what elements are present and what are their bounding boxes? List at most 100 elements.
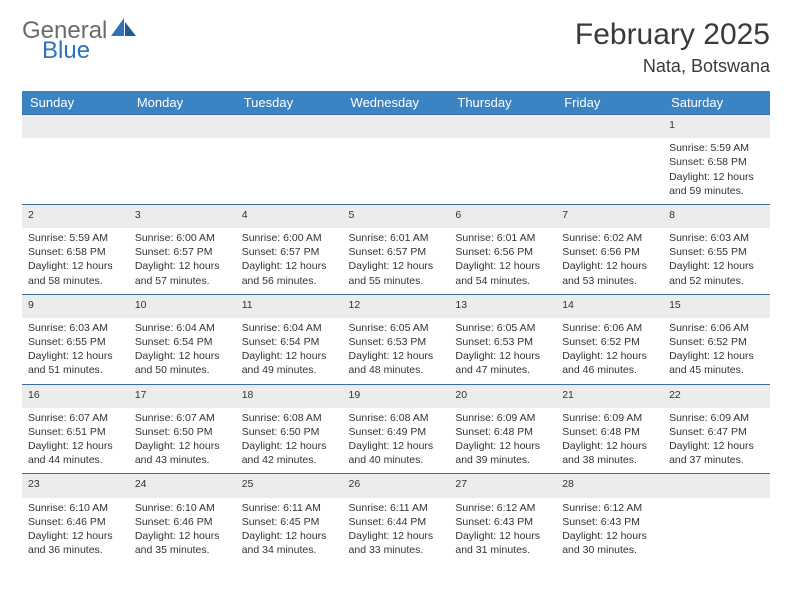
day-number: 6	[449, 204, 556, 228]
sunset-text: Sunset: 6:45 PM	[242, 515, 337, 529]
sunrise-text: Sunrise: 6:10 AM	[135, 501, 230, 515]
daylight-text: Daylight: 12 hours and 37 minutes.	[669, 439, 764, 467]
info-row: Sunrise: 5:59 AMSunset: 6:58 PMDaylight:…	[22, 138, 770, 204]
daynum-row: 1	[22, 115, 770, 139]
sunset-text: Sunset: 6:50 PM	[135, 425, 230, 439]
sunrise-text: Sunrise: 6:03 AM	[28, 321, 123, 335]
sunrise-text: Sunrise: 6:09 AM	[669, 411, 764, 425]
day-cell	[449, 138, 556, 204]
daylight-text: Daylight: 12 hours and 58 minutes.	[28, 259, 123, 287]
sunset-text: Sunset: 6:49 PM	[349, 425, 444, 439]
logo-word-blue: Blue	[42, 39, 137, 63]
day-number: 27	[449, 474, 556, 498]
daylight-text: Daylight: 12 hours and 38 minutes.	[562, 439, 657, 467]
daylight-text: Daylight: 12 hours and 53 minutes.	[562, 259, 657, 287]
daylight-text: Daylight: 12 hours and 45 minutes.	[669, 349, 764, 377]
daylight-text: Daylight: 12 hours and 40 minutes.	[349, 439, 444, 467]
sunset-text: Sunset: 6:55 PM	[669, 245, 764, 259]
daynum-row: 2345678	[22, 204, 770, 228]
daynum-row: 16171819202122	[22, 384, 770, 408]
sunset-text: Sunset: 6:43 PM	[562, 515, 657, 529]
day-header: Wednesday	[343, 91, 450, 115]
day-header: Monday	[129, 91, 236, 115]
day-number: 21	[556, 384, 663, 408]
sunrise-text: Sunrise: 6:06 AM	[562, 321, 657, 335]
sunrise-text: Sunrise: 6:01 AM	[349, 231, 444, 245]
sunrise-text: Sunrise: 6:08 AM	[349, 411, 444, 425]
day-cell: Sunrise: 6:01 AMSunset: 6:57 PMDaylight:…	[343, 228, 450, 294]
sunrise-text: Sunrise: 6:12 AM	[455, 501, 550, 515]
info-row: Sunrise: 5:59 AMSunset: 6:58 PMDaylight:…	[22, 228, 770, 294]
sunset-text: Sunset: 6:54 PM	[242, 335, 337, 349]
daylight-text: Daylight: 12 hours and 44 minutes.	[28, 439, 123, 467]
daylight-text: Daylight: 12 hours and 35 minutes.	[135, 529, 230, 557]
day-number: 25	[236, 474, 343, 498]
daylight-text: Daylight: 12 hours and 59 minutes.	[669, 170, 764, 198]
sunset-text: Sunset: 6:56 PM	[455, 245, 550, 259]
info-row: Sunrise: 6:03 AMSunset: 6:55 PM Daylight:…	[22, 318, 770, 384]
sunrise-text: Sunrise: 6:06 AM	[669, 321, 764, 335]
day-number: 10	[129, 294, 236, 318]
day-header: Saturday	[663, 91, 770, 115]
day-number: 16	[22, 384, 129, 408]
sunrise-text: Sunrise: 6:08 AM	[242, 411, 337, 425]
day-number	[556, 115, 663, 139]
sunset-text: Sunset: 6:52 PM	[669, 335, 764, 349]
sunrise-text: Sunrise: 6:09 AM	[562, 411, 657, 425]
sunrise-text: Sunrise: 6:09 AM	[455, 411, 550, 425]
sunset-text: Sunset: 6:44 PM	[349, 515, 444, 529]
day-number: 13	[449, 294, 556, 318]
day-cell: Sunrise: 6:01 AMSunset: 6:56 PMDaylight:…	[449, 228, 556, 294]
sunrise-text: Sunrise: 6:01 AM	[455, 231, 550, 245]
daylight-text: Daylight: 12 hours and 34 minutes.	[242, 529, 337, 557]
day-cell: Sunrise: 6:06 AMSunset: 6:52 PMDaylight:…	[556, 318, 663, 384]
day-cell: Sunrise: 6:09 AMSunset: 6:48 PMDaylight:…	[556, 408, 663, 474]
daylight-text: Daylight: 12 hours and 43 minutes.	[135, 439, 230, 467]
sunset-text: Sunset: 6:48 PM	[562, 425, 657, 439]
day-number	[129, 115, 236, 139]
sunrise-text: Sunrise: 6:04 AM	[135, 321, 230, 335]
sunrise-text: Sunrise: 6:00 AM	[135, 231, 230, 245]
day-number: 18	[236, 384, 343, 408]
calendar-table: SundayMondayTuesdayWednesdayThursdayFrid…	[22, 91, 770, 563]
sunset-text: Sunset: 6:55 PM	[28, 335, 123, 349]
day-number	[343, 115, 450, 139]
day-number	[449, 115, 556, 139]
day-header: Sunday	[22, 91, 129, 115]
sunset-text: Sunset: 6:48 PM	[455, 425, 550, 439]
day-cell: Sunrise: 6:12 AMSunset: 6:43 PMDaylight:…	[556, 498, 663, 564]
sunrise-text: Sunrise: 5:59 AM	[28, 231, 123, 245]
daylight-text: Daylight: 12 hours and 31 minutes.	[455, 529, 550, 557]
day-cell: Sunrise: 6:05 AMSunset: 6:53 PMDaylight:…	[343, 318, 450, 384]
day-cell: Sunrise: 6:12 AMSunset: 6:43 PMDaylight:…	[449, 498, 556, 564]
sunset-text: Sunset: 6:53 PM	[455, 335, 550, 349]
sunset-text: Sunset: 6:57 PM	[349, 245, 444, 259]
day-number: 7	[556, 204, 663, 228]
sunrise-text: Sunrise: 6:05 AM	[349, 321, 444, 335]
daylight-text: Daylight: 12 hours and 49 minutes.	[242, 349, 337, 377]
daynum-row: 9101112131415	[22, 294, 770, 318]
day-number: 11	[236, 294, 343, 318]
day-number: 26	[343, 474, 450, 498]
sunset-text: Sunset: 6:50 PM	[242, 425, 337, 439]
daylight-text: Daylight: 12 hours and 47 minutes.	[455, 349, 550, 377]
day-cell: Sunrise: 6:09 AMSunset: 6:47 PMDaylight:…	[663, 408, 770, 474]
day-number: 2	[22, 204, 129, 228]
daylight-text: Daylight: 12 hours and 54 minutes.	[455, 259, 550, 287]
day-number: 23	[22, 474, 129, 498]
sunrise-text: Sunrise: 6:03 AM	[669, 231, 764, 245]
sunrise-text: Sunrise: 6:02 AM	[562, 231, 657, 245]
info-row: Sunrise: 6:07 AMSunset: 6:51 PMDaylight:…	[22, 408, 770, 474]
day-cell	[343, 138, 450, 204]
day-cell: Sunrise: 6:10 AMSunset: 6:46 PMDaylight:…	[22, 498, 129, 564]
day-cell: Sunrise: 6:03 AMSunset: 6:55 PMDaylight:…	[22, 318, 129, 384]
day-cell: Sunrise: 6:02 AMSunset: 6:56 PMDaylight:…	[556, 228, 663, 294]
daylight-text: Daylight: 12 hours and 55 minutes.	[349, 259, 444, 287]
day-cell	[663, 498, 770, 564]
day-cell: Sunrise: 6:00 AMSunset: 6:57 PMDaylight:…	[129, 228, 236, 294]
day-number: 20	[449, 384, 556, 408]
daylight-text: Daylight: 12 hours and 36 minutes.	[28, 529, 123, 557]
sunset-text: Sunset: 6:46 PM	[135, 515, 230, 529]
day-header: Friday	[556, 91, 663, 115]
day-number: 17	[129, 384, 236, 408]
